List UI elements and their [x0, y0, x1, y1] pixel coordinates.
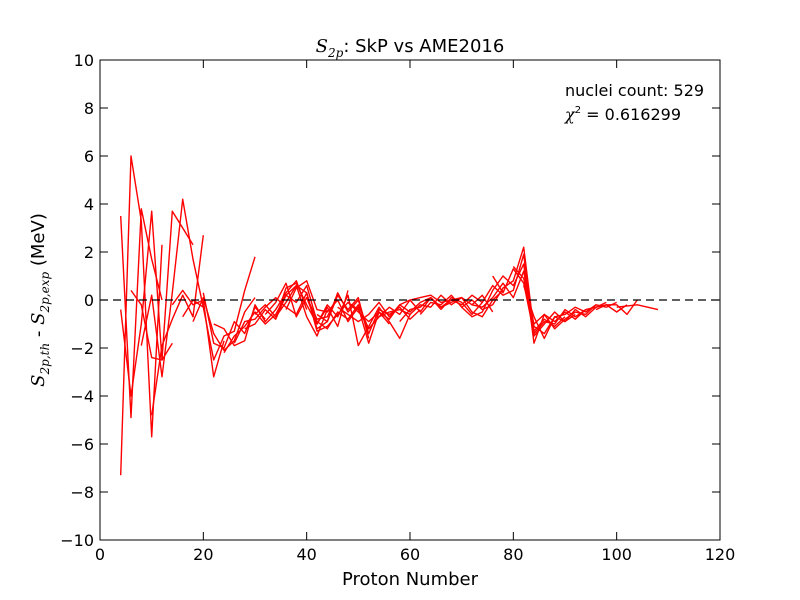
y-axis-ticks: −10 −8 −6 −4 −2 0 2 4 6 8 10	[60, 51, 720, 550]
y-tick-label: 2	[84, 243, 94, 262]
y-tick-label: −4	[70, 387, 94, 406]
y-tick-label: −10	[60, 531, 94, 550]
chart-title: S2p: SkP vs AME2016	[316, 36, 505, 60]
series-line-31	[512, 265, 617, 330]
y-label-unit: (MeV)	[28, 213, 49, 272]
chi-value: = 0.616299	[581, 105, 681, 124]
series-line-5	[140, 198, 204, 378]
y-axis-label: S2p,th - S2p,exp (MeV)	[28, 213, 52, 387]
y-tick-label: −8	[70, 483, 94, 502]
title-text: : SkP vs AME2016	[343, 36, 504, 57]
y-label-symbol-b: S	[28, 313, 49, 325]
y-label-symbol-a: S	[28, 375, 49, 387]
series-line-4	[130, 210, 194, 361]
series-line-2	[120, 155, 163, 476]
series-line-1	[120, 208, 163, 419]
series-line-28	[461, 263, 587, 344]
chi-square-annotation: χ2 = 0.616299	[564, 105, 681, 124]
y-tick-label: 8	[84, 99, 94, 118]
title-symbol-subscript: 2p	[327, 46, 344, 60]
series-line-9	[192, 296, 256, 352]
y-label-subscript-b: 2p,exp	[38, 272, 52, 314]
series-line-25	[399, 289, 504, 323]
series-line-29	[471, 270, 597, 335]
series-line-19	[306, 294, 411, 347]
x-axis-ticks: 0 20 40 60 80 100 120	[95, 60, 735, 564]
y-label-subscript-a: 2p,th	[38, 343, 52, 376]
x-tick-label: 20	[193, 545, 213, 564]
nuclei-count-annotation: nuclei count: 529	[565, 81, 704, 100]
series-line-33	[595, 299, 638, 316]
y-tick-label: −2	[70, 339, 94, 358]
series-line-22	[347, 294, 463, 330]
series-line-23	[357, 294, 483, 323]
y-tick-label: 6	[84, 147, 94, 166]
series-line-27	[440, 253, 576, 337]
series-line-7	[171, 289, 225, 378]
series-line-13	[233, 292, 339, 344]
series-line-6	[151, 235, 204, 416]
x-tick-label: 120	[705, 545, 736, 564]
x-tick-label: 0	[95, 545, 105, 564]
series-line-34	[616, 304, 659, 311]
series-line-8	[182, 256, 256, 361]
x-axis-label: Proton Number	[342, 569, 479, 590]
series-line-30	[492, 268, 607, 335]
series-line-24	[378, 294, 494, 318]
y-tick-label: 4	[84, 195, 94, 214]
title-symbol: S	[316, 36, 328, 57]
y-tick-label: −6	[70, 435, 94, 454]
series-layer	[120, 155, 659, 476]
y-label-separator: -	[28, 325, 49, 343]
x-tick-label: 80	[503, 545, 523, 564]
x-tick-label: 100	[601, 545, 632, 564]
y-tick-label: 0	[84, 291, 94, 310]
series-line-32	[523, 285, 628, 340]
x-tick-label: 60	[400, 545, 420, 564]
y-tick-label: 10	[74, 51, 94, 70]
chi-superscript: 2	[575, 105, 581, 116]
series-line-21	[337, 296, 442, 323]
x-tick-label: 40	[296, 545, 316, 564]
chi-symbol: χ	[564, 105, 576, 124]
